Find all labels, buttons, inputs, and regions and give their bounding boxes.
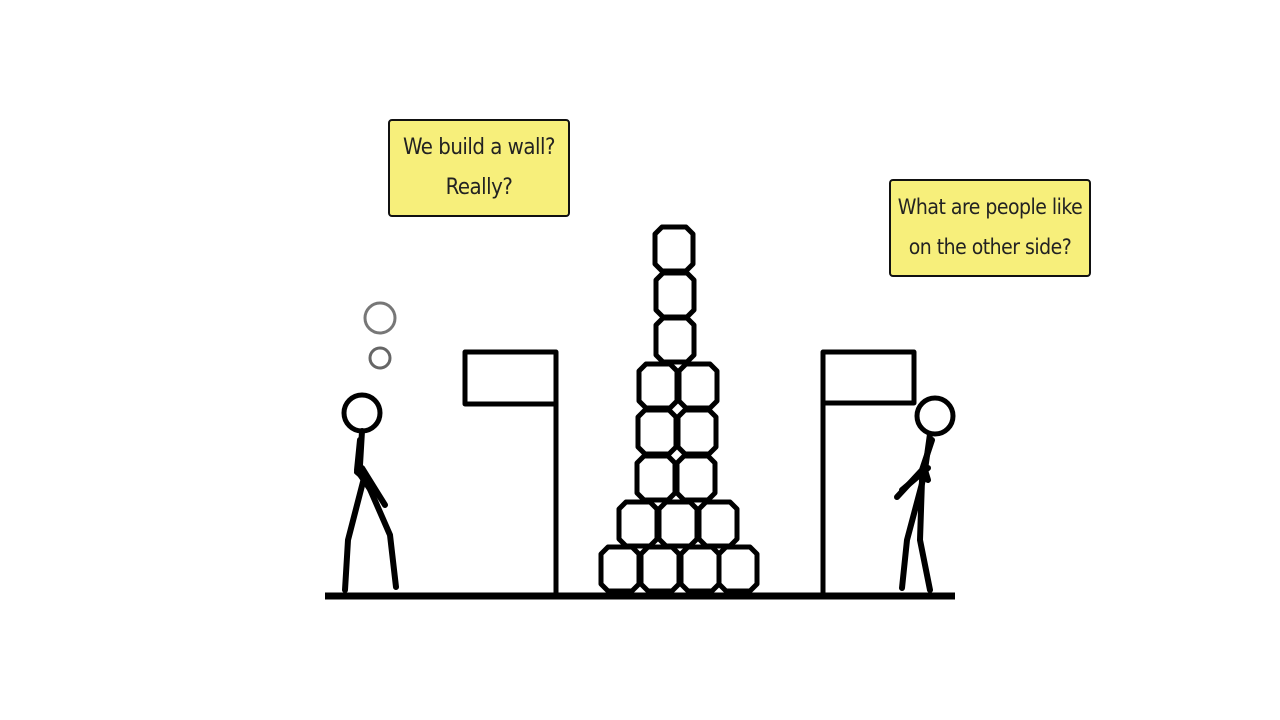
- wall-block: [656, 499, 700, 549]
- wall-block: [634, 453, 678, 503]
- thought-bubble-small: [368, 346, 392, 370]
- flag-right: [820, 349, 917, 594]
- sticky-note-right: What are people like on the other side?: [889, 179, 1091, 277]
- wall-block: [716, 544, 760, 594]
- wall-block: [653, 315, 697, 365]
- note-left-line2: Really?: [445, 175, 513, 200]
- thought-bubble-large: [363, 301, 397, 335]
- flag-left: [462, 349, 559, 594]
- wall-block: [652, 224, 696, 274]
- stick-figure-right: [894, 395, 956, 593]
- note-left-line1: We build a wall?: [403, 135, 555, 161]
- stick-figure-left: [341, 392, 399, 593]
- wall-block: [638, 544, 682, 594]
- wall-block: [696, 499, 740, 549]
- wall-block: [598, 544, 642, 594]
- wall-block: [616, 499, 660, 549]
- wall-block: [635, 407, 679, 457]
- note-right-line2: on the other side?: [908, 235, 1072, 259]
- wall-block: [653, 270, 697, 320]
- wall-block: [676, 361, 720, 411]
- sticky-note-left: We build a wall? Really?: [388, 119, 570, 217]
- wall-block: [675, 407, 719, 457]
- wall-block: [678, 544, 722, 594]
- wall-block: [674, 453, 718, 503]
- wall-block: [636, 361, 680, 411]
- note-right-line1: What are people like: [897, 195, 1083, 220]
- block-wall: [598, 224, 760, 594]
